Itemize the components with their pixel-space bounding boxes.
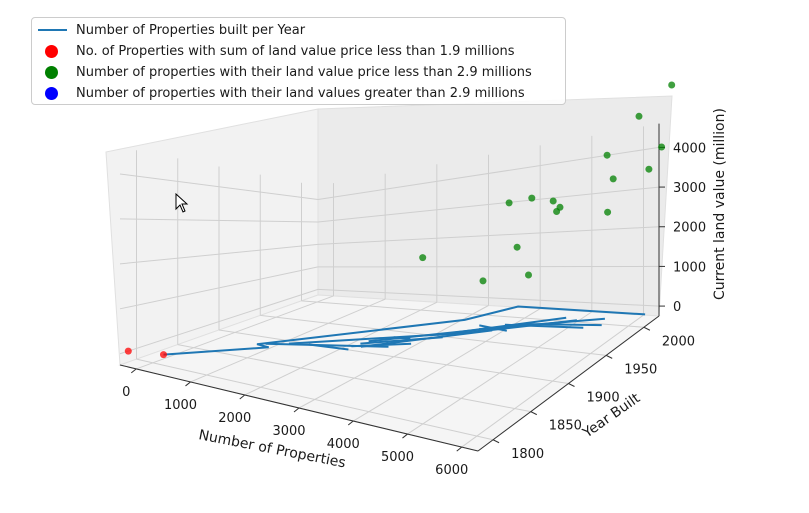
z-ticks: 0 1000 2000 3000 4000 [659,141,706,315]
scatter-point [505,199,513,207]
scatter-point [549,197,557,205]
x-tick-mark [130,368,137,374]
legend-line-swatch [38,28,67,32]
pane-back-right [317,95,673,317]
legend-label-blue: Number of properties with their land val… [76,85,525,101]
scatter-point [658,143,666,151]
y-tick-label: 2000 [662,334,695,349]
y-ticks: 1800 1850 1900 1950 2000 [492,326,695,462]
grid-line-z-left [119,243,319,265]
grid-line-z-back [317,288,660,307]
x-tick-mark [239,394,246,400]
x-ticks: 0 1000 2000 3000 4000 5000 6000 [122,368,468,478]
x-tick-label: 5000 [381,450,414,465]
x-tick-label: 6000 [435,463,468,478]
line-segment [308,343,349,351]
z-tick-label: 4000 [673,141,706,156]
y-tick-mark [530,411,538,416]
scatter-point [609,175,617,183]
data-series [124,81,676,359]
legend: Number of Properties built per Year No. … [31,17,566,105]
line-segment [351,342,412,348]
x-tick-label: 3000 [272,424,305,439]
y-tick-mark [492,439,500,444]
grid-line-y [177,344,531,413]
x-tick-mark [293,407,300,413]
x-tick-label: 1000 [164,398,197,413]
scatter-point [124,347,132,355]
scatter-point [479,277,487,285]
z-tick-label: 2000 [673,221,706,236]
x-tick-mark [456,446,463,452]
legend-blue-dot [45,86,58,100]
scatter-point [635,112,643,120]
legend-red-dot [45,44,58,58]
x-tick-mark [347,420,354,426]
grid-lines [119,126,660,448]
scatter-point [668,81,676,89]
x-tick-label: 0 [122,385,130,400]
z-tick-label: 1000 [673,260,706,275]
line-segment [360,336,443,345]
grid-line-y [301,300,644,328]
y-tick-label: 1850 [549,419,582,434]
scatter-point [553,208,561,215]
grid-line-z-back [317,226,660,245]
grid-line-z-left [119,288,319,355]
y-tick-label: 1950 [624,362,657,377]
x-tick-label: 4000 [327,437,360,452]
y-tick-mark [605,354,613,359]
scatter-point [419,254,427,262]
scatter-point [603,151,611,159]
grid-line-z-back [317,146,660,200]
scatter-point [160,351,167,359]
line-segment [454,319,578,336]
z-tick-label: 0 [673,300,681,315]
y-tick-label: 1900 [587,391,620,406]
scatter-point [513,243,521,251]
z-axis-label: Current land value (million) [712,108,728,300]
line-segment [368,325,508,343]
x-tick-mark [185,381,191,387]
x-tick-mark [402,433,408,439]
scatter-point [528,194,536,202]
grid-line-z-back [317,186,660,223]
z-tick-label: 3000 [673,181,706,196]
legend-green-dot [45,65,58,79]
legend-label-red: No. of Properties with sum of land value… [76,43,515,59]
line-segment [504,323,584,329]
scatter-point [525,271,532,279]
scatter-point [645,165,653,173]
scatter-point [604,208,612,216]
y-tick-label: 1800 [511,447,544,462]
line-segment [163,305,646,356]
y-tick-mark [643,326,651,331]
grid-line-y [136,358,494,441]
grid-line-z-left [119,218,319,223]
legend-label-line: Number of Properties built per Year [76,22,306,38]
grid-line-z-left [119,173,319,200]
legend-label-green: Number of properties with their land val… [76,64,532,80]
x-tick-label: 2000 [218,411,251,426]
mouse-pointer-icon [175,193,189,213]
y-tick-mark [568,383,575,387]
grid-line-y [218,329,569,384]
grid-line-z-left [119,266,319,310]
